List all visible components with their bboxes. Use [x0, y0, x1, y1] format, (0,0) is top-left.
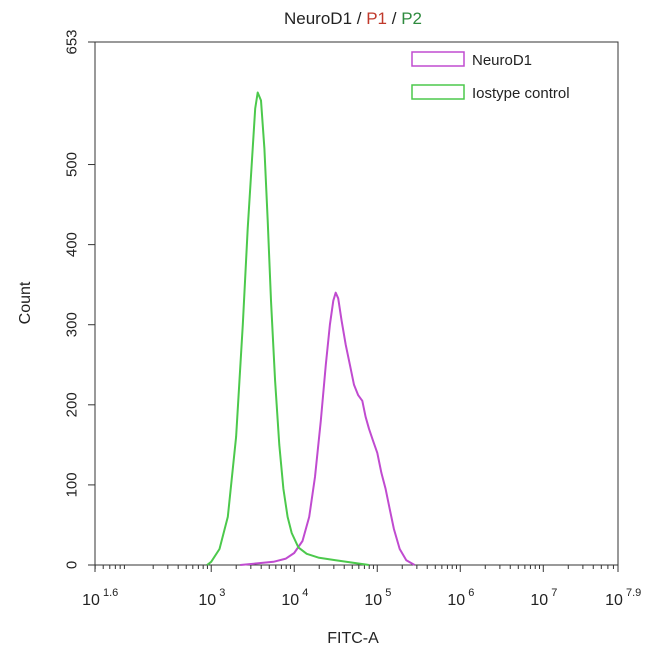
x-tick-exponent: 5: [385, 587, 391, 599]
title-separator-2: /: [387, 9, 401, 28]
x-tick-label: 10: [605, 592, 623, 609]
title-part-neurod1: NeuroD1: [284, 9, 352, 28]
legend: NeuroD1 Iostype control: [411, 51, 570, 102]
x-tick-exponent: 7: [551, 587, 557, 599]
y-tick-label: 200: [63, 392, 80, 417]
x-tick-label: 10: [447, 592, 465, 609]
legend-label-isotype: Iostype control: [472, 85, 570, 102]
chart-title: NeuroD1 / P1 / P2: [284, 9, 422, 28]
legend-label-neurod1: NeuroD1: [472, 52, 532, 69]
x-axis-label: FITC-A: [327, 630, 379, 647]
y-axis-label: Count: [17, 281, 34, 324]
x-tick-exponent: 7.9: [626, 587, 641, 599]
y-tick-label: 300: [63, 312, 80, 337]
x-tick-label: 10: [198, 592, 216, 609]
title-separator-1: /: [352, 9, 366, 28]
x-tick-exponent: 4: [302, 587, 308, 599]
x-tick-label: 10: [364, 592, 382, 609]
y-tick-label: 653: [63, 29, 80, 54]
x-tick-label: 10: [82, 592, 100, 609]
x-tick-label: 10: [281, 592, 299, 609]
x-tick-exponent: 6: [468, 587, 474, 599]
series-line-neurod1: [240, 291, 416, 566]
x-tick-label: 10: [530, 592, 548, 609]
title-part-p1: P1: [366, 9, 387, 28]
legend-swatch-isotype: [411, 84, 465, 100]
title-part-p2: P2: [401, 9, 422, 28]
x-tick-exponent: 1.6: [103, 587, 118, 599]
y-tick-label: 400: [63, 232, 80, 257]
legend-swatch-neurod1: [411, 51, 465, 67]
x-axis-ticks: 10 1.6 10 3 10 4 10 5 10 6 10 7 10 7.9: [82, 565, 641, 609]
series-line-isotype-control: [206, 91, 370, 566]
y-tick-label: 100: [63, 472, 80, 497]
plot-frame: [94, 41, 619, 566]
y-axis-ticks: 0 100 200 300 400 500 653: [63, 29, 95, 569]
series-layer: [206, 91, 416, 566]
y-tick-label: 0: [63, 561, 80, 569]
y-tick-label: 500: [63, 152, 80, 177]
x-tick-exponent: 3: [219, 587, 225, 599]
